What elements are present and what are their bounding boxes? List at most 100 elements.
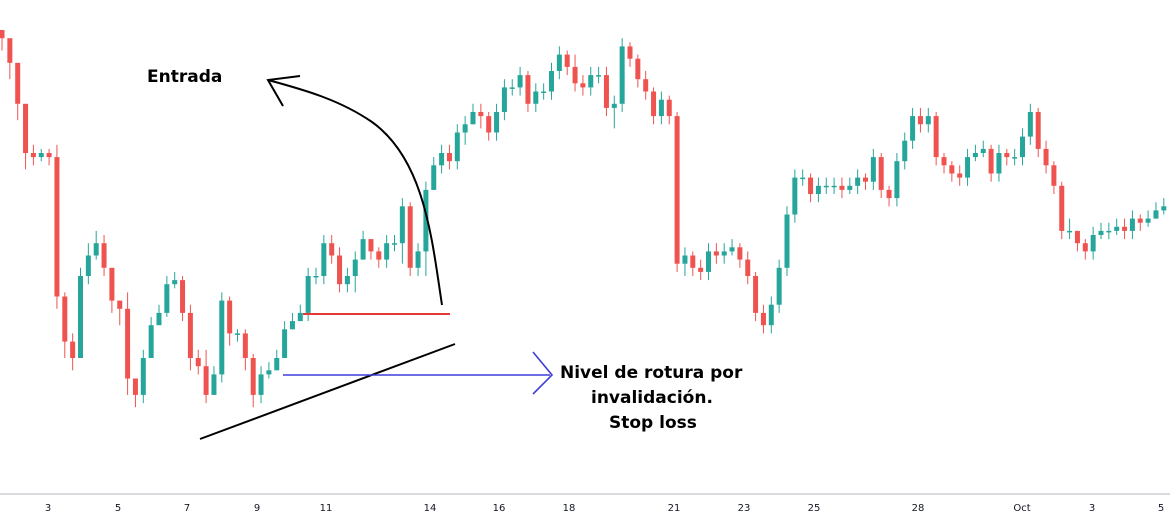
candle-body (1074, 230, 1080, 244)
candle-body (329, 243, 335, 256)
candle-body (30, 153, 36, 158)
candle-body (227, 300, 233, 334)
candle-body (125, 308, 131, 379)
candle-body (337, 255, 343, 285)
candle-body (996, 153, 1002, 174)
candle-body (235, 333, 240, 335)
candle-body (941, 157, 947, 166)
candle-body (878, 157, 884, 190)
time-axis-tick-label: 9 (254, 503, 260, 514)
candle-body (156, 312, 162, 326)
candle-body (870, 157, 876, 182)
candle-body (580, 83, 586, 88)
candle-body (1082, 243, 1088, 252)
support-trendline (199, 343, 456, 440)
candle-body (980, 148, 986, 153)
candle-body (635, 58, 641, 80)
candle-body (78, 276, 83, 358)
candle-body (1059, 185, 1065, 231)
entry-label: Entrada (147, 67, 222, 87)
candle-body (886, 189, 892, 199)
candle-body (1043, 148, 1049, 166)
candle-body (407, 206, 413, 268)
stop-label-line-3: Stop loss (609, 413, 697, 433)
candle-body (117, 300, 123, 309)
time-axis-tick-label: 18 (563, 503, 576, 514)
candle-body (46, 153, 52, 158)
candle-body (62, 296, 68, 342)
candle-body (501, 87, 507, 112)
candle-body (1035, 112, 1041, 149)
candle-body (784, 214, 790, 268)
candle-body (321, 243, 327, 276)
time-axis-tick-label: 3 (1089, 503, 1095, 514)
candle-body (509, 87, 515, 89)
candle-body (266, 370, 272, 375)
candle-body (556, 54, 562, 71)
candle-body (1161, 206, 1167, 211)
candle-body (85, 255, 91, 276)
candle-body (1020, 136, 1025, 158)
candle-body (368, 239, 374, 252)
candle-body (70, 341, 76, 358)
candle-body (109, 267, 115, 301)
candle-body (1153, 210, 1159, 219)
time-axis-tick-label: 5 (115, 503, 121, 514)
candle-body (1145, 218, 1151, 223)
time-axis: 3 5 7 9 11 14 16 18 21 23 25 28 Oct 3 5 (0, 493, 1170, 514)
time-axis-tick-label: 7 (184, 503, 190, 514)
candle-body (305, 276, 311, 313)
candle-body (925, 116, 931, 125)
candle-body (93, 243, 99, 256)
candle-body (902, 140, 908, 162)
candle-body (1090, 235, 1096, 252)
candle-body (415, 251, 421, 268)
time-axis-ticks: 3 5 7 9 11 14 16 18 21 23 25 28 Oct 3 5 (45, 503, 1164, 514)
time-axis-tick-label: 3 (45, 503, 51, 514)
candle-body (698, 267, 704, 272)
candle-body (344, 276, 350, 285)
time-axis-tick-label: 28 (912, 503, 925, 514)
candle-body (533, 91, 539, 104)
candle-body (101, 243, 107, 268)
candle-body (674, 116, 680, 264)
annotations: Entrada Nivel de rotura por invalidación… (147, 67, 743, 440)
candle-body (462, 124, 468, 133)
candle-body (494, 112, 500, 133)
candle-body (658, 99, 664, 117)
candle-body (760, 312, 766, 326)
candle-body (839, 185, 845, 190)
candle-body (23, 103, 29, 153)
candle-body (910, 116, 916, 141)
candle-body (289, 321, 295, 330)
candle-body (792, 177, 798, 215)
candle-body (823, 185, 829, 188)
time-axis-tick-label: Oct (1013, 503, 1030, 514)
candle-body (1012, 157, 1018, 159)
candle-body (376, 251, 382, 260)
candle-body (855, 177, 861, 186)
time-axis-tick-label: 14 (424, 503, 437, 514)
entry-curved-arrow (267, 79, 443, 306)
stop-loss-arrow-head (532, 351, 554, 395)
time-axis-tick-label: 5 (1158, 503, 1164, 514)
time-axis-tick-label: 21 (668, 503, 681, 514)
candle-body (0, 30, 5, 39)
candle-body (847, 185, 853, 190)
candle-body (800, 177, 806, 180)
time-axis-tick-label: 16 (493, 503, 506, 514)
candle-body (651, 91, 657, 117)
candle-body (596, 75, 602, 77)
candle-body (808, 177, 814, 194)
candle-body (140, 358, 146, 395)
candle-body (549, 71, 554, 92)
candle-body (706, 251, 711, 272)
time-axis-tick-label: 25 (808, 503, 821, 514)
candle-body (611, 103, 617, 108)
candle-body (1067, 230, 1073, 233)
candle-body (187, 312, 193, 358)
candle-body (588, 75, 594, 88)
candle-body (713, 251, 719, 256)
candle-body (203, 366, 209, 395)
candle-body (258, 374, 264, 395)
